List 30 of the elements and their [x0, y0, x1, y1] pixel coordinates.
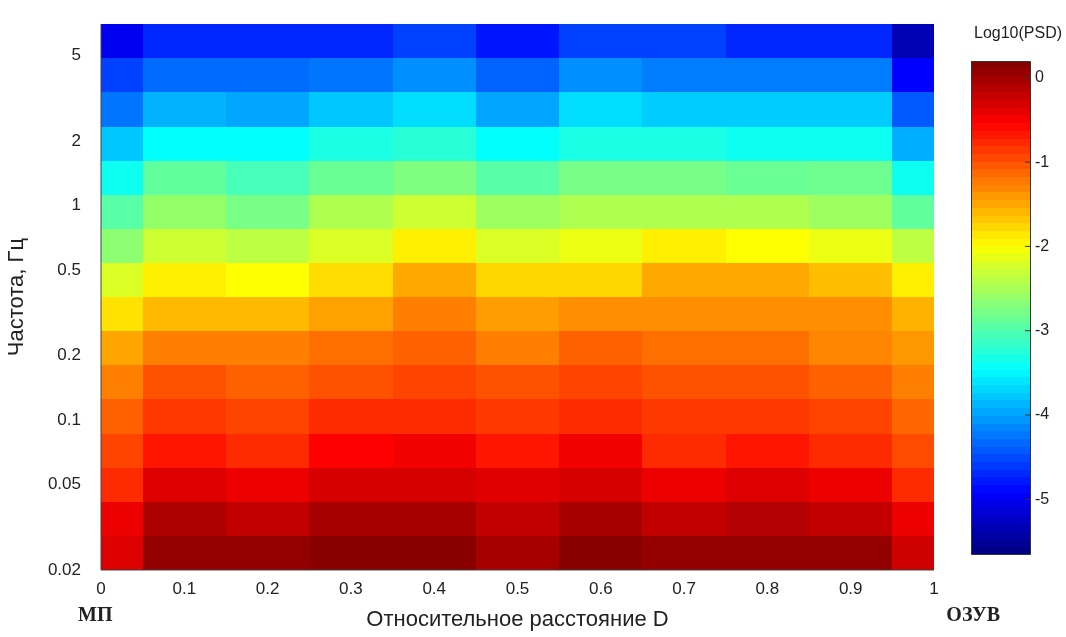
color-bar-label: -1 [1035, 152, 1050, 170]
x-tick-label: 0.4 [422, 578, 447, 598]
color-bar-title: Log10(PSD) [973, 24, 1063, 42]
y-tick-label: 0.1 [57, 409, 81, 429]
x-tick-label: 0.1 [172, 578, 197, 598]
y-tick-label: 0.5 [57, 259, 81, 279]
color-bar-label: -2 [1035, 236, 1050, 254]
x-tick-label: 0.5 [505, 578, 530, 598]
color-bar-label: 0 [1035, 68, 1044, 86]
x-tick-label: 0.7 [672, 578, 696, 598]
color-bar-label: -4 [1035, 405, 1050, 423]
y-tick-label: 0.02 [47, 559, 81, 579]
text: ОЗУВ [946, 603, 1000, 626]
color-bar-label: -5 [1035, 489, 1050, 507]
x-tick-label: 0.9 [838, 578, 863, 598]
x-tick-label: 0.2 [255, 578, 280, 598]
x-tick-label: 0.8 [755, 578, 780, 598]
x-tick-label: 0.3 [339, 578, 363, 598]
y-tick-label: 5 [71, 45, 81, 65]
y-tick-label: 0.05 [47, 474, 81, 494]
color-bar-label: -3 [1035, 321, 1050, 339]
y-tick-label: 0.2 [57, 345, 81, 365]
x-tick-label: 0 [96, 578, 106, 598]
x-tick-label: 0.6 [588, 578, 613, 598]
x-axis-title: Относительное расстояние D [366, 605, 669, 631]
y-tick-label: 1 [71, 195, 81, 215]
text: МП [78, 603, 113, 626]
y-tick-label: 2 [71, 130, 81, 150]
y-axis-title: Частота, Гц [3, 237, 29, 357]
x-tick-label: 1 [929, 578, 939, 598]
